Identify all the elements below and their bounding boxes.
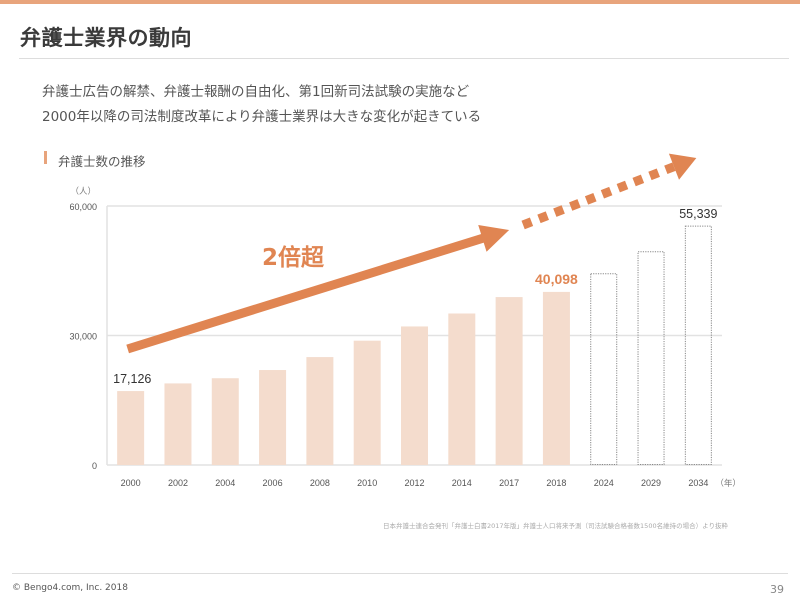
x-tick-label: 2004 — [215, 478, 235, 488]
x-tick-label: 2000 — [121, 478, 141, 488]
x-tick-label: 2029 — [641, 478, 661, 488]
x-tick-label: 2018 — [546, 478, 566, 488]
x-axis-unit-label: （年） — [715, 478, 741, 489]
bar-2008 — [306, 357, 334, 465]
bar-2000 — [117, 391, 145, 465]
chart-arrows — [126, 153, 697, 354]
forecast-arrow-head — [668, 153, 697, 180]
growth-arrow-shaft — [126, 232, 488, 354]
top-accent-bar — [0, 0, 800, 4]
source-note: 日本弁護士連合会発刊「弁護士白書2017年版」弁護士人口将来予測（司法試験合格者… — [383, 522, 728, 530]
bar-2002 — [164, 383, 192, 465]
x-tick-label: 2002 — [168, 478, 188, 488]
section-accent-marker — [44, 151, 47, 164]
y-axis-unit-label: （人） — [70, 186, 96, 197]
copyright: © Bengo4.com, Inc. 2018 — [12, 583, 128, 593]
forecast-bar-2029 — [637, 251, 665, 465]
x-tick-label: 2014 — [452, 478, 472, 488]
chart-labels: 0 30,000 60,000 （人） 2000 2002 2004 2006 2008 2010… — [69, 186, 740, 489]
lead-line-1: 弁護士広告の解禁、弁護士報酬の自由化、第1回新司法試験の実施など — [42, 84, 470, 100]
x-tick-label: 2024 — [594, 478, 614, 488]
x-tick-label: 2006 — [263, 478, 283, 488]
bar-2006 — [259, 370, 287, 465]
x-tick-label: 2034 — [688, 478, 708, 488]
growth-arrow-head — [478, 224, 510, 252]
bar-2004 — [211, 378, 239, 465]
x-tick-label: 2008 — [310, 478, 330, 488]
forecast-bar-2024 — [590, 273, 618, 465]
forecast-bar-2034 — [684, 225, 712, 465]
data-label-2034: 55,339 — [679, 207, 717, 221]
lead-line-2: 2000年以降の司法制度改革により弁護士業界は大きな変化が起きている — [42, 109, 482, 125]
x-tick-label: 2017 — [499, 478, 519, 488]
lead-text: 弁護士広告の解禁、弁護士報酬の自由化、第1回新司法試験の実施など 2000年以降… — [42, 80, 481, 130]
forecast-arrow-shaft — [521, 162, 676, 230]
bar-2012 — [401, 326, 428, 465]
data-label-2000: 17,126 — [113, 372, 151, 386]
page-number: 39 — [770, 583, 784, 596]
section-label: 弁護士数の推移 — [43, 151, 146, 170]
bar-2010 — [353, 340, 381, 465]
y-tick-label: 0 — [92, 461, 97, 471]
x-tick-label: 2012 — [404, 478, 424, 488]
page-title: 弁護士業界の動向 — [20, 26, 192, 50]
bar-2017 — [495, 297, 523, 465]
x-tick-label: 2010 — [357, 478, 377, 488]
title-divider — [19, 58, 789, 59]
footer-divider — [12, 573, 788, 574]
bar-2014 — [448, 313, 476, 465]
bar-2018 — [542, 291, 570, 465]
section-label-text: 弁護士数の推移 — [58, 154, 146, 169]
growth-annotation-label: 2倍超 — [262, 244, 325, 271]
y-tick-label: 30,000 — [69, 332, 97, 342]
chart-bars — [117, 225, 712, 465]
y-tick-label: 60,000 — [69, 202, 97, 212]
data-label-2018: 40,098 — [535, 271, 578, 287]
